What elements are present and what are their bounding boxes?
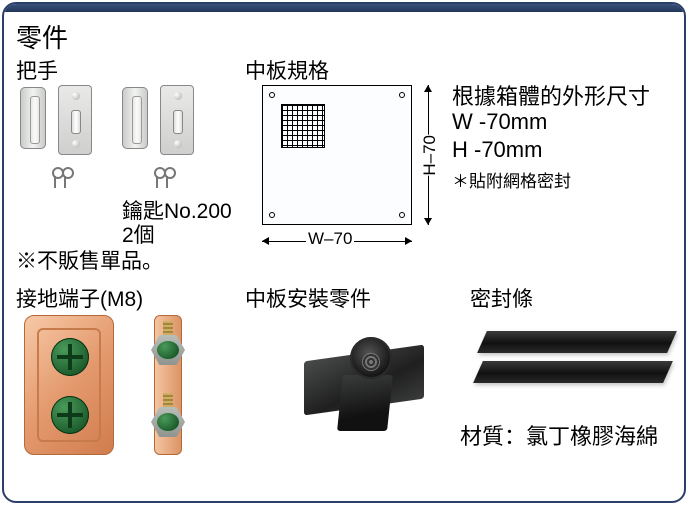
label-mount: 中板安裝零件 — [245, 283, 371, 313]
panel-title: 零件 — [4, 12, 684, 55]
label-seal: 密封條 — [470, 283, 533, 313]
handle-figure-3 — [122, 87, 148, 149]
keys-icon-2 — [152, 167, 182, 189]
spec-note: ＊貼附網格密封 — [452, 167, 571, 192]
spec-w: W -70mm — [452, 109, 547, 135]
keys-icon-1 — [50, 167, 80, 189]
spec-title: 根據箱體的外形尺寸 — [452, 79, 650, 111]
label-handle: 把手 — [16, 55, 58, 85]
seal-strip-1 — [477, 331, 677, 353]
mount-clip-figure — [304, 329, 424, 439]
spec-h: H -70mm — [452, 137, 542, 163]
content-area: 把手 鑰匙No.200 2個 ※不販售單品。 中板規格 W–70 H–70 根據… — [4, 55, 684, 503]
midplate-diagram — [262, 85, 412, 225]
dim-w-label: W–70 — [306, 229, 354, 249]
label-midplate: 中板規格 — [245, 55, 329, 85]
ground-terminal-plate — [24, 315, 114, 455]
ground-bracket — [130, 315, 206, 455]
handle-figure-4 — [160, 85, 194, 155]
header-bar — [4, 4, 684, 12]
handle-figure-2 — [58, 85, 92, 155]
seal-material: 材質：氯丁橡膠海綿 — [460, 419, 658, 451]
handle-note: ※不販售單品。 — [16, 245, 163, 275]
mesh-icon — [281, 104, 325, 148]
seal-strip-2 — [473, 361, 673, 383]
dim-h-label: H–70 — [418, 135, 442, 176]
label-ground: 接地端子(M8) — [16, 283, 143, 313]
parts-panel: 零件 把手 鑰匙No.200 2個 ※不販售單品。 中板規格 W–70 — [2, 2, 686, 503]
handle-figure-1 — [20, 87, 46, 149]
